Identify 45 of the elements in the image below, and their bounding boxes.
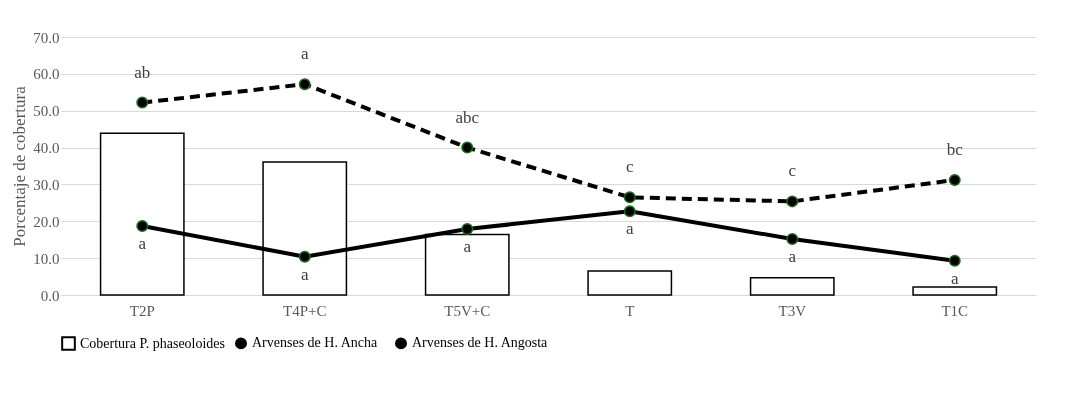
point bbox=[298, 250, 311, 263]
point bbox=[948, 174, 961, 186]
annotation: abc bbox=[455, 107, 480, 127]
point bbox=[786, 232, 799, 245]
point bbox=[298, 78, 311, 91]
bar bbox=[749, 276, 835, 296]
x-tick-label: T bbox=[625, 302, 635, 319]
x-tick-label: T3V bbox=[778, 302, 807, 319]
annotation: a bbox=[950, 268, 959, 288]
y-axis-title: Porcentaje de cobertura bbox=[10, 85, 30, 247]
y-tick-label: 30.0 bbox=[33, 176, 60, 193]
y-tick-label: 20.0 bbox=[33, 213, 60, 230]
point bbox=[786, 195, 799, 208]
annotation: a bbox=[625, 219, 634, 239]
x-tick-label: T5V+C bbox=[444, 302, 491, 319]
y-tick-label: 0.0 bbox=[40, 287, 60, 304]
annotation: a bbox=[138, 234, 147, 254]
point bbox=[461, 141, 474, 154]
annotation: ab bbox=[134, 62, 151, 82]
y-tick-label: 60.0 bbox=[33, 66, 60, 83]
annotation: a bbox=[300, 264, 309, 284]
point bbox=[136, 96, 149, 109]
x-tick-label: T4P+C bbox=[283, 302, 327, 319]
y-tick-label: 70.0 bbox=[33, 29, 60, 46]
point bbox=[136, 220, 149, 233]
x-tick-label: T1C bbox=[941, 302, 969, 319]
legend-label: Cobertura P. phaseoloides bbox=[80, 335, 226, 351]
point bbox=[948, 254, 961, 267]
x-tick-label: T2P bbox=[129, 302, 155, 319]
legend-label: Arvenses de H. Angosta bbox=[412, 335, 549, 351]
bar bbox=[912, 286, 998, 296]
legend-label: Arvenses de H. Ancha bbox=[252, 335, 378, 351]
annotation: a bbox=[463, 237, 472, 257]
point bbox=[623, 205, 636, 218]
y-tick-label: 40.0 bbox=[33, 140, 60, 157]
annotation: c bbox=[625, 157, 634, 177]
y-tick-label: 50.0 bbox=[33, 103, 60, 120]
bar bbox=[587, 270, 673, 296]
point bbox=[461, 223, 474, 236]
y-tick-label: 10.0 bbox=[33, 250, 60, 267]
annotation: a bbox=[300, 44, 309, 64]
point bbox=[623, 191, 636, 204]
annotation: bc bbox=[946, 140, 964, 160]
annotation: a bbox=[788, 246, 797, 266]
annotation: c bbox=[788, 161, 797, 181]
